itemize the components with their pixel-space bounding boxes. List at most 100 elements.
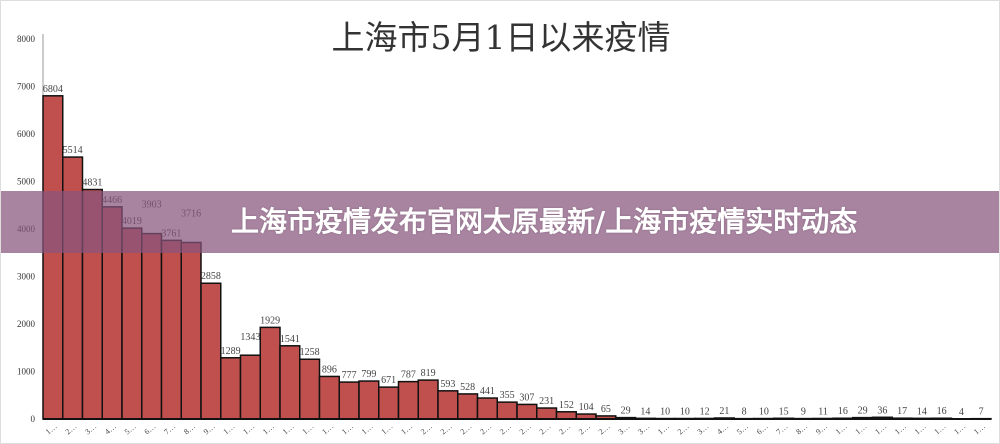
data-label: 14 [917,406,927,417]
data-label: 16 [838,406,848,417]
x-tick-label: 1… [380,422,395,437]
x-tick-label: 2… [439,422,454,437]
data-label: 17 [897,406,907,417]
data-label: 15 [779,406,789,417]
x-tick-label: 9… [814,422,829,437]
bar [239,354,261,420]
data-label: 10 [660,407,670,418]
bar [358,380,380,420]
data-label: 11 [818,406,828,417]
y-tick-label: 3000 [17,272,36,282]
data-label: 9 [801,407,806,418]
data-label: 21 [719,406,729,417]
x-tick-label: 2… [538,422,553,437]
x-tick-label: 9… [202,422,217,437]
data-label: 777 [342,370,357,381]
overlay-banner: 上海市疫情发布官网太原最新/上海市疫情实时动态 [1,191,999,253]
data-label: 29 [858,406,868,417]
data-label: 8 [742,407,747,418]
bar [516,403,538,420]
data-label: 896 [322,364,337,375]
data-label: 787 [401,370,416,381]
y-tick-label: 0 [31,414,36,424]
bar [180,241,202,420]
data-label: 4831 [82,178,102,189]
data-label: 5514 [63,145,83,156]
x-tick-label: 6… [755,422,770,437]
x-tick-label: 1… [320,422,335,437]
bar [536,407,558,420]
data-label: 7 [979,407,984,418]
y-tick-label: 8000 [17,34,36,44]
data-label: 231 [539,396,554,407]
y-tick-label: 5000 [17,177,36,187]
x-tick-label: 2… [64,422,79,437]
data-label: 65 [601,404,611,415]
data-label: 2858 [201,271,221,282]
bar [397,380,419,420]
x-tick-label: 2… [419,422,434,437]
bar [318,375,340,420]
data-label: 671 [381,375,396,386]
x-tick-label: 5… [123,422,138,437]
x-tick-label: 1… [873,422,888,437]
x-tick-label: 1… [261,422,276,437]
bar [378,386,400,420]
bar [299,358,321,420]
x-tick-label: 2… [478,422,493,437]
banner-headline: 上海市疫情发布官网太原最新/上海市疫情实时动态 [231,205,858,238]
x-tick-label: 3… [636,422,651,437]
data-label: 355 [500,390,515,401]
data-label: 1541 [280,334,300,345]
x-tick-label: 1… [854,422,869,437]
x-tick-label: 3… [696,422,711,437]
x-tick-label: 1… [241,422,256,437]
data-label: 104 [579,402,594,413]
x-tick-label: 1… [340,422,355,437]
data-label: 593 [440,379,455,390]
data-label: 799 [361,369,376,380]
x-tick-label: 1… [893,422,908,437]
chart-title: 上海市5月1日以来疫情 [331,18,671,57]
x-tick-label: 1… [913,422,928,437]
bar [457,393,479,420]
x-tick-label: 1… [933,422,948,437]
y-tick-label: 6000 [17,129,36,139]
data-label: 441 [480,386,495,397]
data-label: 29 [621,406,631,417]
x-tick-label: 1… [44,422,59,437]
bar [220,357,242,420]
x-tick-label: 2… [459,422,474,437]
data-label: 1289 [221,346,241,357]
bar [121,227,143,420]
x-tick-label: 2… [577,422,592,437]
x-tick-label: 1… [222,422,237,437]
x-tick-label: 2… [498,422,513,437]
x-tick-label: 8… [182,422,197,437]
x-tick-label: 5… [735,422,750,437]
x-tick-label: 8… [794,422,809,437]
x-tick-label: 1… [360,422,375,437]
x-tick-label: 1… [281,422,296,437]
bar [437,390,459,420]
x-tick-label: 3… [617,422,632,437]
y-tick-label: 1000 [17,367,36,377]
bar [417,379,439,420]
bar [160,239,182,420]
x-tick-label: 1… [301,422,316,437]
x-tick-label: 4… [715,422,730,437]
bar [279,345,301,420]
bar [259,326,281,420]
data-label: 152 [559,400,574,411]
x-tick-label: 1… [834,422,849,437]
bar [338,381,360,420]
data-label: 36 [877,405,887,416]
x-tick-label: 1… [952,422,967,437]
data-label: 16 [937,406,947,417]
bar [200,282,222,420]
x-tick-label: 3… [83,422,98,437]
data-label: 528 [460,382,475,393]
x-tick-label: 2… [676,422,691,437]
bar [555,411,577,420]
